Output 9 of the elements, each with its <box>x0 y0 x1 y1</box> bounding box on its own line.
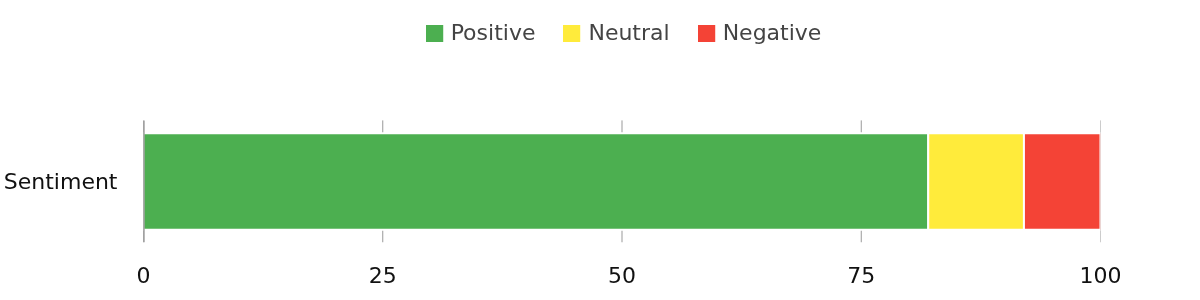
legend-label: Neutral <box>588 20 670 45</box>
x-tick-label: 75 <box>847 262 876 288</box>
y-tick-label: Sentiment <box>3 168 118 194</box>
x-tick-label: 0 <box>136 262 151 288</box>
x-tick-label: 100 <box>1079 262 1122 288</box>
x-tick-label: 25 <box>368 262 397 288</box>
legend-label: Positive <box>450 20 536 45</box>
x-tick-label: 50 <box>608 262 636 288</box>
legend-label: Negative <box>722 20 822 45</box>
